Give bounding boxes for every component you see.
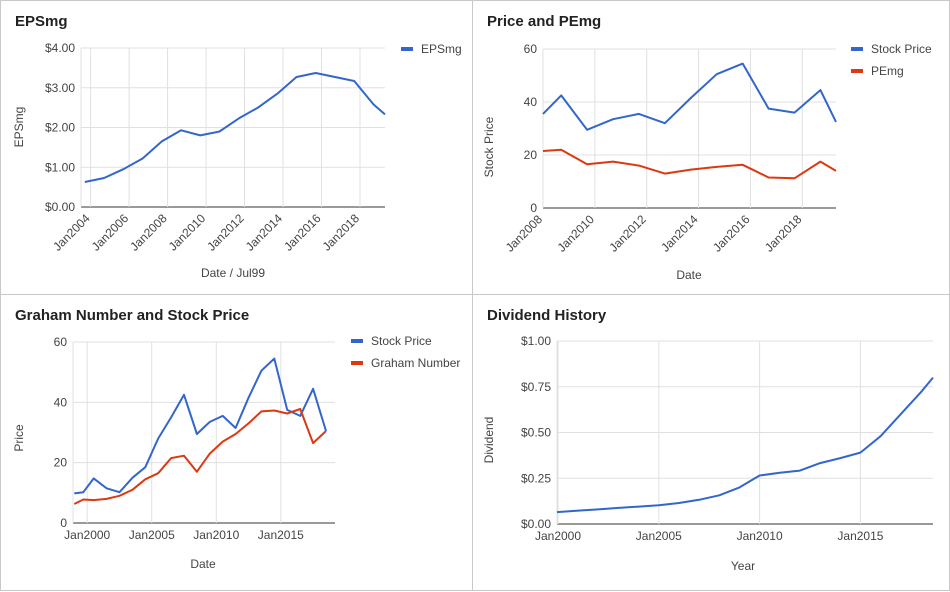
legend-swatch (351, 361, 363, 365)
x-tick-label: Jan2016 (281, 211, 324, 254)
graham-chart: 0 20 40 60 Jan2000 Jan2005 Jan2010 Jan2015 Date P… (12, 334, 460, 571)
series-line-graham-number (73, 408, 327, 505)
x-tick-label: Jan2010 (737, 529, 783, 543)
x-axis-title: Date / Jul99 (201, 266, 265, 280)
series-line-dividend (556, 376, 934, 514)
dividend-chart: $0.00 $0.25 $0.50 $0.75 $1.00 Jan2000 Jan2005 J… (482, 334, 934, 573)
x-tick-label: Jan2008 (503, 212, 546, 255)
y-tick-label: $0.50 (521, 426, 551, 440)
x-tick-label: Jan2012 (606, 212, 649, 255)
x-tick-label: Jan2005 (636, 529, 682, 543)
legend-label: PEmg (871, 64, 904, 78)
price-pe-chart-panel: Price and PEmg 0 20 40 60 Jan2008 Jan2010 Jan2… (472, 0, 950, 295)
chart-title: Dividend History (487, 307, 607, 324)
x-tick-label: Jan2015 (837, 529, 883, 543)
y-tick-label: 60 (524, 42, 538, 56)
eps-chart-panel: EPSmg $0.00 $1.00 $2.00 $3.00 $4.00 Jan2004 Ja… (0, 0, 473, 295)
x-axis-title: Date (676, 268, 702, 282)
y-tick-label: $1.00 (45, 160, 75, 174)
x-tick-label: Jan2010 (193, 528, 239, 542)
chart-title: Graham Number and Stock Price (15, 307, 250, 324)
y-axis-title: Stock Price (482, 116, 496, 177)
x-tick-label: Jan2018 (320, 211, 363, 254)
legend-swatch (401, 47, 413, 51)
x-tick-label: Jan2004 (50, 211, 93, 254)
x-axis-title: Year (731, 559, 755, 573)
legend-label: Stock Price (871, 42, 932, 56)
x-tick-label: Jan2010 (555, 212, 598, 255)
y-tick-label: 0 (530, 201, 537, 215)
series-line-stock-price (542, 62, 837, 131)
legend-label: Graham Number (371, 356, 460, 370)
chart-title: Price and PEmg (487, 13, 602, 30)
legend-label: EPSmg (421, 42, 462, 56)
y-tick-label: $0.00 (45, 200, 75, 214)
y-tick-label: $0.25 (521, 471, 551, 485)
series-line-pemg (542, 148, 837, 180)
eps-chart: $0.00$1.00$2.00$3.00$4.00Jan2004Jan2006J… (12, 41, 462, 280)
x-tick-label: Jan2006 (89, 211, 132, 254)
y-tick-label: 60 (54, 335, 68, 349)
legend-swatch (351, 339, 363, 343)
y-tick-label: $0.00 (521, 517, 551, 531)
y-axis-title: Dividend (482, 417, 496, 464)
series-line-epsmg (84, 72, 386, 183)
x-tick-label: Jan2008 (127, 211, 170, 254)
y-tick-label: 20 (524, 148, 538, 162)
x-tick-label: Jan2005 (129, 528, 175, 542)
x-axis-title: Date (190, 557, 216, 571)
legend-label: Stock Price (371, 334, 432, 348)
y-tick-label: 40 (524, 95, 538, 109)
series-line-stock-price (74, 357, 327, 495)
graham-chart-panel: Graham Number and Stock Price 0 20 40 60 Jan… (0, 294, 473, 591)
chart-title: EPSmg (15, 13, 68, 30)
y-tick-label: 20 (54, 456, 68, 470)
y-tick-label: $1.00 (521, 334, 551, 348)
y-tick-label: $2.00 (45, 121, 75, 135)
x-tick-label: Jan2000 (64, 528, 110, 542)
y-tick-label: 0 (60, 516, 67, 530)
x-tick-label: Jan2014 (243, 211, 286, 254)
x-tick-label: Jan2016 (710, 212, 753, 255)
y-tick-label: $3.00 (45, 81, 75, 95)
x-tick-label: Jan2000 (535, 529, 581, 543)
y-tick-label: $0.75 (521, 380, 551, 394)
x-tick-label: Jan2014 (658, 212, 701, 255)
x-tick-label: Jan2012 (204, 211, 247, 254)
y-axis-title: EPSmg (12, 107, 26, 148)
y-axis-title: Price (12, 424, 26, 452)
x-tick-label: Jan2018 (762, 212, 805, 255)
y-tick-label: $4.00 (45, 41, 75, 55)
dividend-chart-panel: Dividend History $0.00 $0.25 $0.50 $0.75 $1.… (472, 294, 950, 591)
legend-swatch (851, 69, 863, 73)
x-tick-label: Jan2015 (258, 528, 304, 542)
x-tick-label: Jan2010 (166, 211, 209, 254)
legend-swatch (851, 47, 863, 51)
y-tick-label: 40 (54, 395, 68, 409)
